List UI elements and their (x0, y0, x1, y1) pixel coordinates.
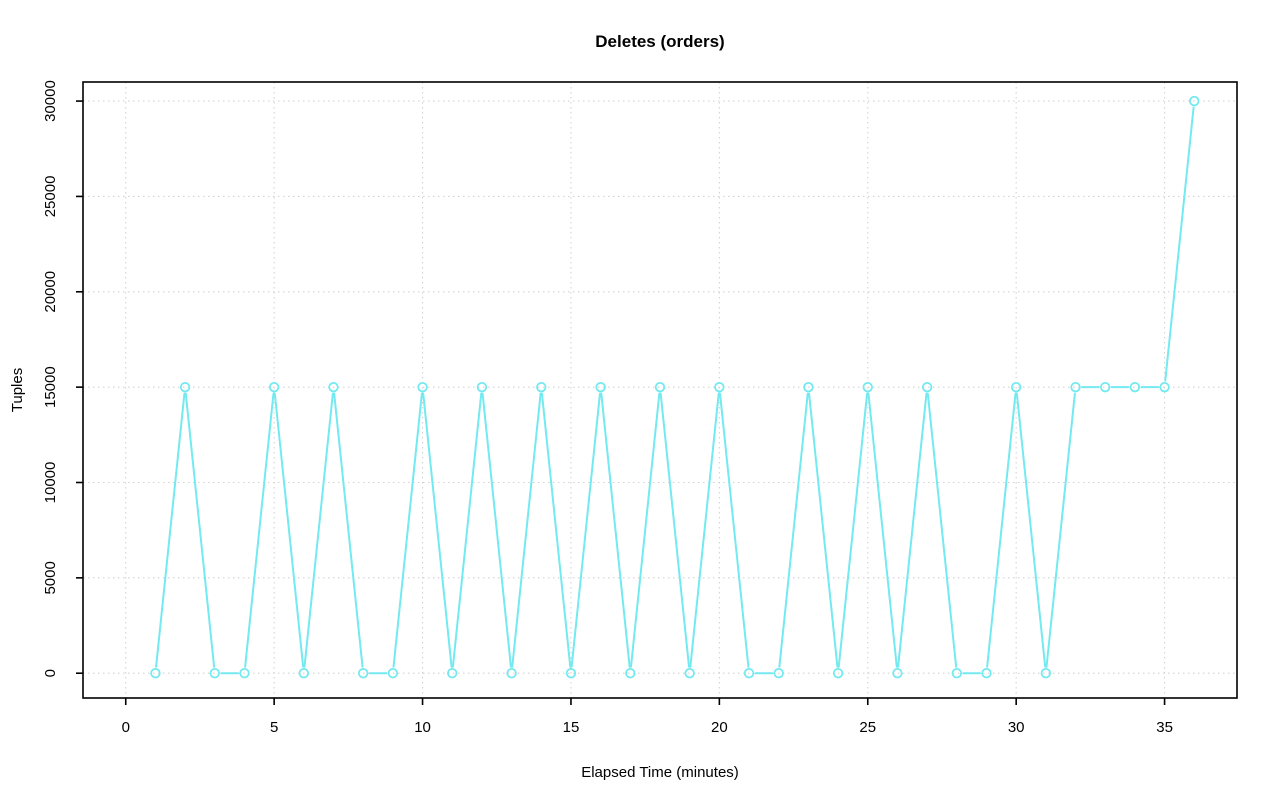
series-segment (689, 392, 720, 668)
data-point-marker (506, 668, 517, 679)
series-segment (511, 392, 542, 668)
data-point-marker (921, 381, 933, 393)
data-point-marker (684, 668, 695, 679)
data-point-marker (981, 668, 992, 679)
data-point-marker (268, 381, 280, 393)
data-point-marker (803, 381, 814, 393)
axis-ticks (76, 100, 1166, 705)
data-point-marker (743, 668, 755, 679)
series-segment (778, 392, 809, 668)
data-point-marker (773, 668, 784, 679)
series-segment (481, 392, 512, 668)
data-point-marker (714, 381, 725, 393)
data-point-marker (179, 381, 191, 393)
series-segment (540, 392, 572, 668)
data-series (150, 95, 1200, 679)
data-point-marker (595, 381, 606, 393)
series-segment (867, 392, 898, 668)
series-segment (629, 392, 661, 668)
y-tick-labels: 0 5000 10000 15000 20000 25000 30000 (42, 80, 59, 677)
series-segment (422, 392, 453, 668)
data-point-marker (328, 381, 339, 393)
data-point-marker (565, 668, 577, 679)
y-tick-label: 20000 (42, 271, 59, 313)
series-segment (184, 392, 216, 668)
y-tick-label: 30000 (42, 80, 59, 122)
x-axis-title: Elapsed Time (minutes) (581, 764, 739, 781)
data-point-marker (298, 668, 310, 679)
data-point-marker (1159, 381, 1170, 393)
gridlines (83, 82, 1237, 698)
chart-title: Deletes (orders) (595, 32, 724, 51)
data-point-marker (447, 668, 458, 679)
y-tick-label: 10000 (42, 462, 59, 504)
series-segment (659, 392, 691, 668)
series-segment (1164, 106, 1195, 382)
series-segment (1045, 392, 1076, 668)
series-segment (155, 392, 186, 668)
data-point-marker (536, 381, 547, 393)
series-segment (333, 392, 364, 668)
series-segment (244, 392, 275, 668)
data-point-marker (387, 668, 399, 679)
plot-border (82, 81, 1238, 699)
data-point-marker (625, 668, 636, 679)
x-tick-label: 15 (563, 719, 580, 736)
series-segment (719, 392, 750, 668)
y-tick-label: 25000 (42, 176, 59, 218)
series-segment (837, 392, 869, 668)
x-tick-label: 5 (270, 719, 278, 736)
series-segment (600, 392, 631, 668)
data-point-marker (209, 668, 220, 679)
data-point-marker (417, 381, 428, 393)
x-tick-label: 30 (1008, 719, 1025, 736)
series-segment (897, 392, 928, 668)
data-point-marker (357, 668, 369, 679)
data-point-marker (832, 668, 844, 679)
series-segment (273, 392, 305, 668)
series-segment (986, 392, 1017, 668)
series-segment (392, 392, 423, 668)
x-tick-label: 25 (859, 719, 876, 736)
x-tick-labels: 0 5 10 15 20 25 30 35 (122, 719, 1173, 736)
y-tick-label: 0 (42, 669, 59, 677)
data-point-marker (951, 668, 963, 679)
data-point-marker (476, 381, 488, 393)
x-tick-label: 0 (122, 719, 130, 736)
y-tick-label: 15000 (42, 366, 59, 408)
series-segment (808, 392, 839, 668)
data-point-marker (150, 668, 161, 679)
data-point-marker (1189, 95, 1200, 107)
data-point-marker (1010, 381, 1022, 393)
y-tick-label: 5000 (42, 561, 59, 594)
series-segment (1015, 392, 1047, 668)
data-point-marker (654, 381, 666, 393)
data-point-marker (1040, 668, 1052, 679)
data-point-marker (892, 668, 903, 679)
series-segment (570, 392, 601, 668)
data-point-marker (239, 668, 250, 679)
series-segment (451, 392, 483, 668)
x-tick-label: 35 (1156, 719, 1173, 736)
x-tick-label: 20 (711, 719, 728, 736)
data-point-marker (862, 381, 873, 393)
x-tick-label: 10 (414, 719, 431, 736)
data-point-marker (1100, 381, 1111, 393)
data-point-marker (1070, 381, 1081, 393)
data-point-marker (1129, 381, 1141, 393)
y-axis-title: Tuples (9, 368, 26, 412)
series-segment (303, 392, 334, 668)
series-segment (926, 392, 958, 668)
